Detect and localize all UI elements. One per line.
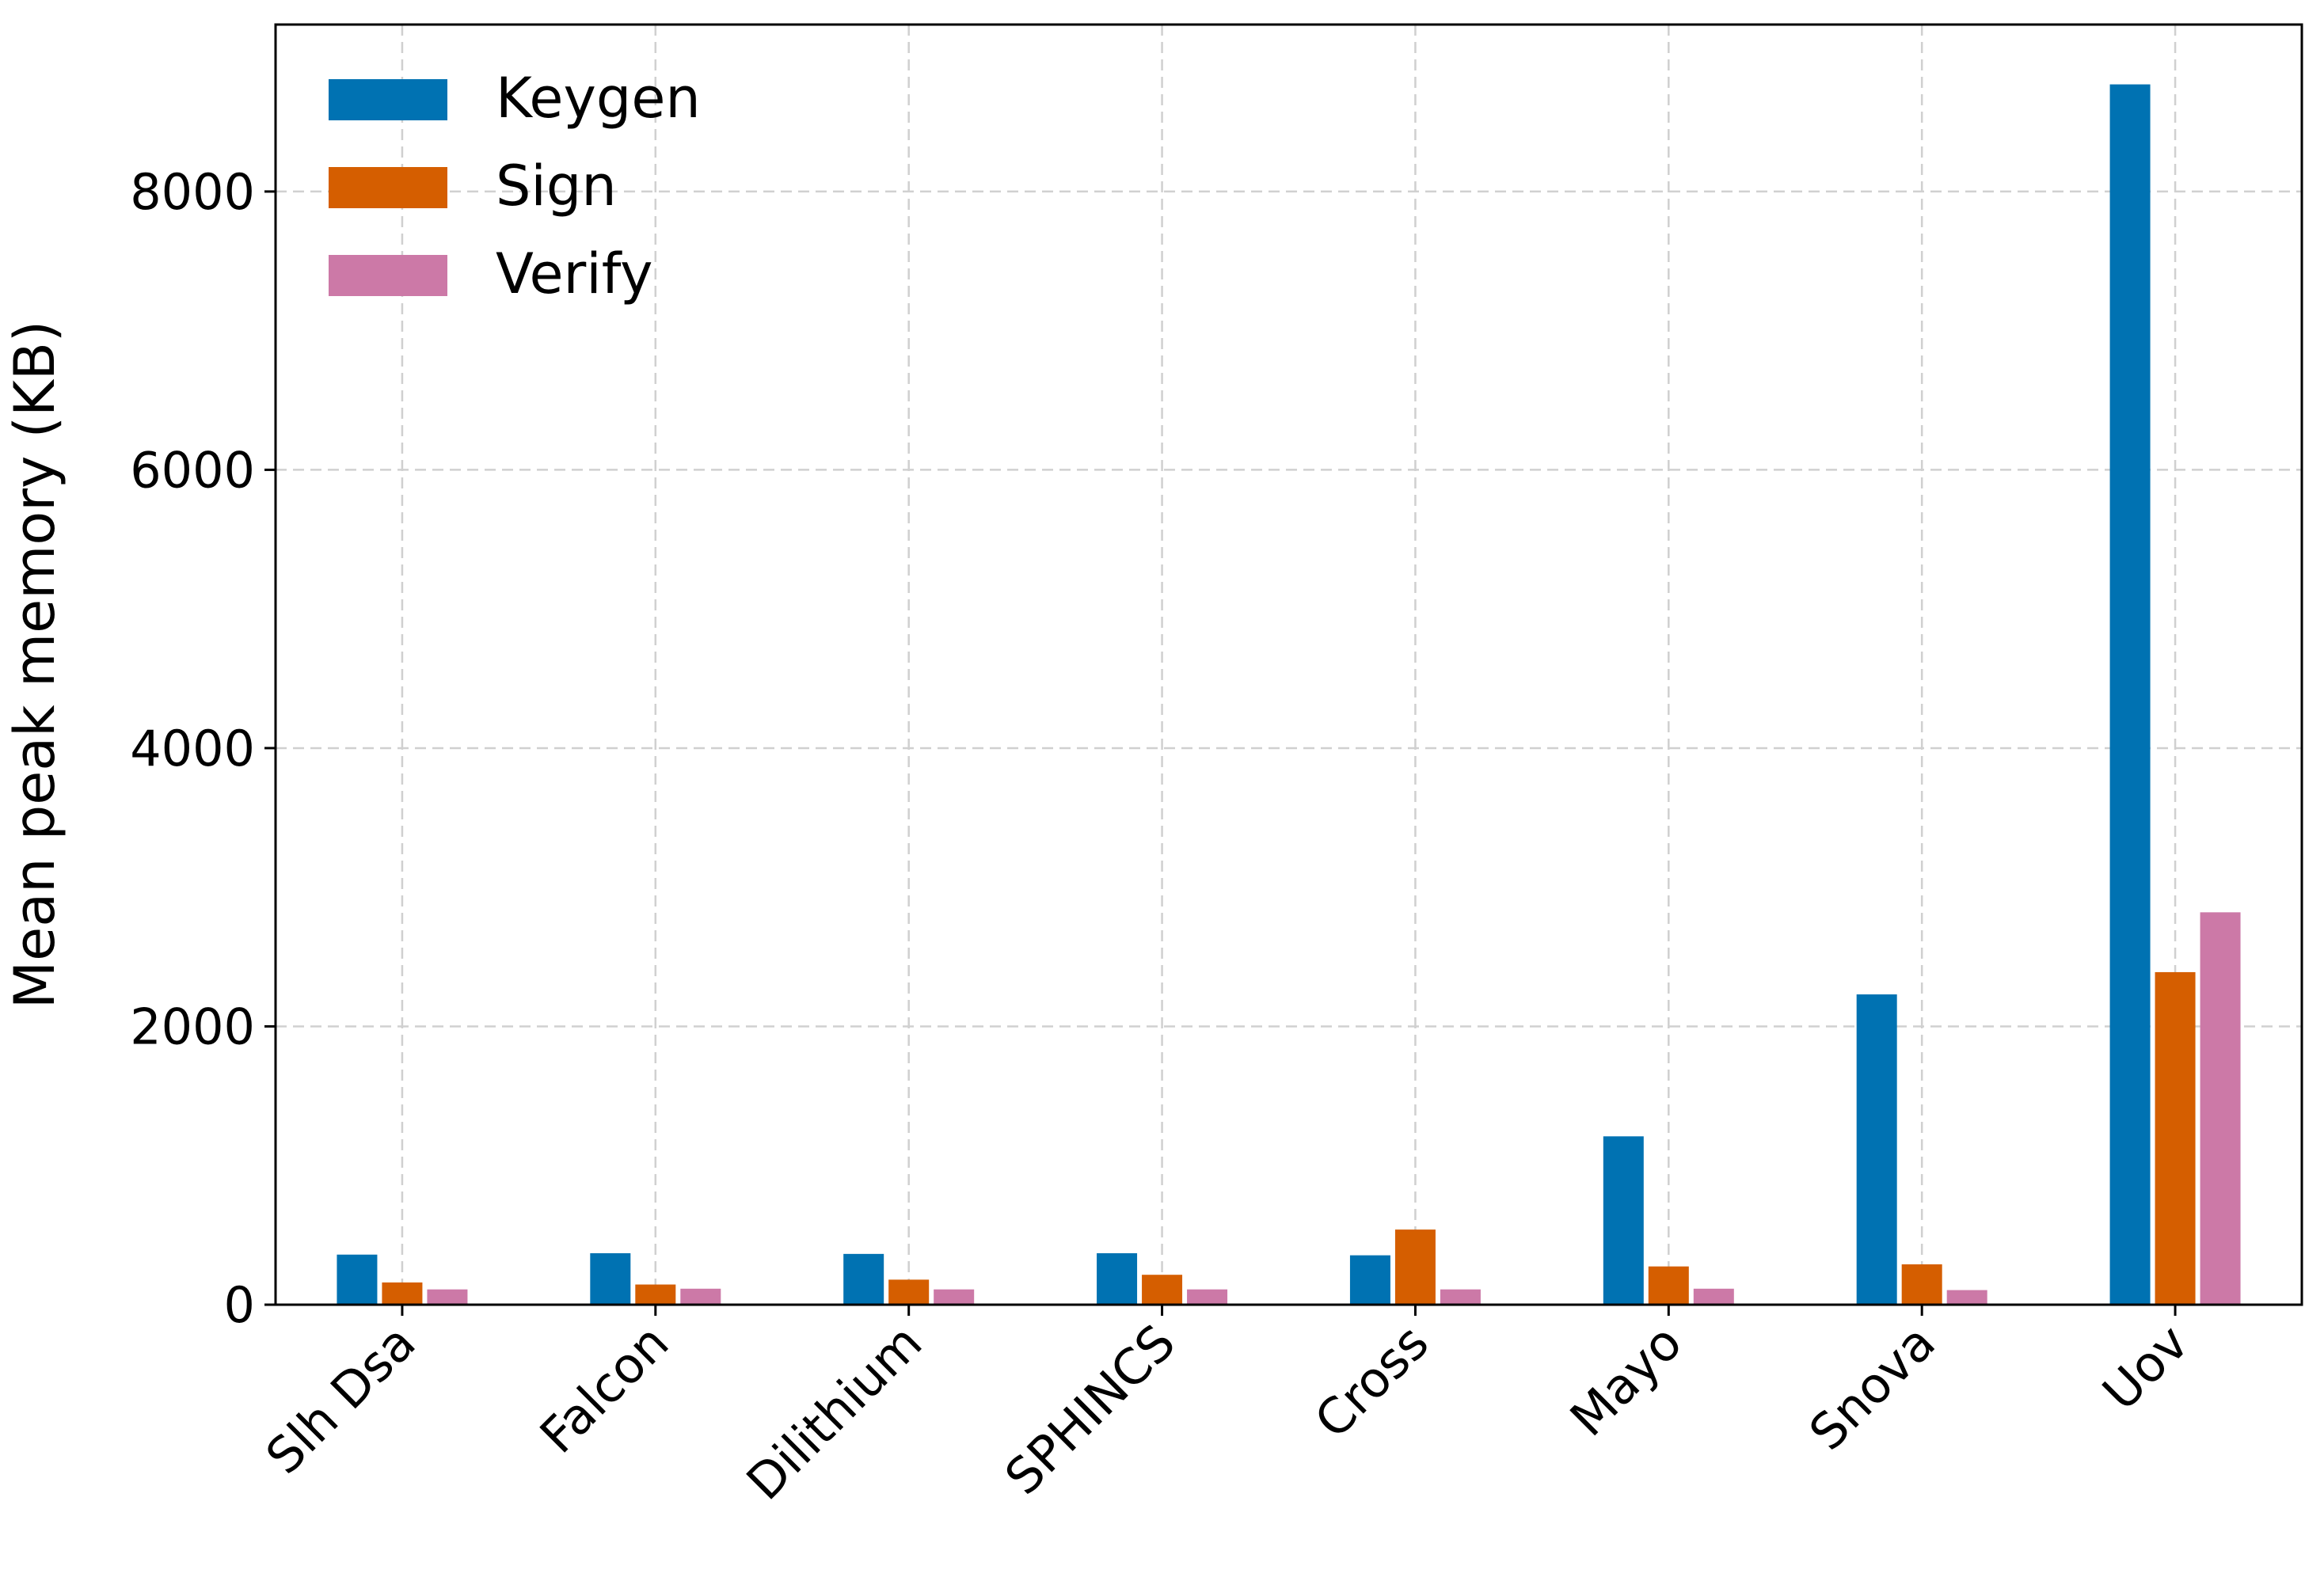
bar-keygen-slh-dsa xyxy=(337,1254,378,1305)
bar-verify-snova xyxy=(1946,1290,1987,1305)
x-tick-label: Falcon xyxy=(529,1313,680,1465)
bar-verify-slh-dsa xyxy=(427,1289,468,1305)
y-tick-label: 6000 xyxy=(130,441,255,499)
bar-verify-mayo xyxy=(1693,1288,1734,1305)
legend-swatch-keygen xyxy=(329,79,447,120)
bar-keygen-snova xyxy=(1856,994,1897,1305)
y-tick-label: 2000 xyxy=(130,998,255,1055)
y-axis-label: Mean peak memory (KB) xyxy=(2,321,67,1009)
bar-keygen-cross xyxy=(1349,1255,1390,1305)
y-tick-label: 0 xyxy=(224,1276,255,1334)
bar-keygen-mayo xyxy=(1603,1136,1644,1305)
legend-label-sign: Sign xyxy=(496,154,617,219)
bar-verify-dilithium xyxy=(934,1289,975,1305)
x-tick-label: Mayo xyxy=(1559,1313,1693,1447)
legend-label-keygen: Keygen xyxy=(496,66,701,131)
legend-swatch-sign xyxy=(329,167,447,208)
bar-sign-uov xyxy=(2155,971,2196,1305)
bar-sign-cross xyxy=(1394,1229,1436,1305)
bar-verify-falcon xyxy=(680,1288,721,1305)
bar-verify-cross xyxy=(1440,1289,1481,1305)
y-tick-label: 4000 xyxy=(130,720,255,777)
bar-sign-sphincs xyxy=(1142,1275,1183,1305)
x-tick-label: SPHINCS xyxy=(994,1313,1186,1506)
legend: Keygen Sign Verify xyxy=(329,66,701,306)
legend-swatch-verify xyxy=(329,255,447,296)
axis-ticks: 0 2000 4000 6000 8000 Slh Dsa Falcon Dilithium S… xyxy=(130,163,2199,1511)
x-tick-label: Uov xyxy=(2091,1313,2199,1421)
bar-sign-dilithium xyxy=(888,1279,930,1305)
bar-keygen-uov xyxy=(2109,84,2151,1305)
x-tick-label: Slh Dsa xyxy=(255,1313,427,1485)
x-tick-label: Snova xyxy=(1798,1313,1946,1461)
bar-sign-slh-dsa xyxy=(382,1282,423,1305)
bar-sign-mayo xyxy=(1648,1266,1689,1305)
bar-keygen-dilithium xyxy=(843,1253,884,1305)
bar-verify-uov xyxy=(2200,912,2241,1305)
legend-label-verify: Verify xyxy=(496,241,653,306)
bar-sign-falcon xyxy=(635,1284,676,1305)
bar-verify-sphincs xyxy=(1187,1289,1228,1305)
bar-keygen-sphincs xyxy=(1097,1252,1138,1305)
bars xyxy=(337,84,2241,1305)
bar-keygen-falcon xyxy=(590,1252,631,1305)
bar-sign-snova xyxy=(1901,1264,1942,1305)
y-tick-label: 8000 xyxy=(130,163,255,221)
plot-frame xyxy=(274,23,2303,1306)
x-tick-label: Dilithium xyxy=(736,1313,934,1511)
x-tick-label: Cross xyxy=(1303,1313,1440,1450)
